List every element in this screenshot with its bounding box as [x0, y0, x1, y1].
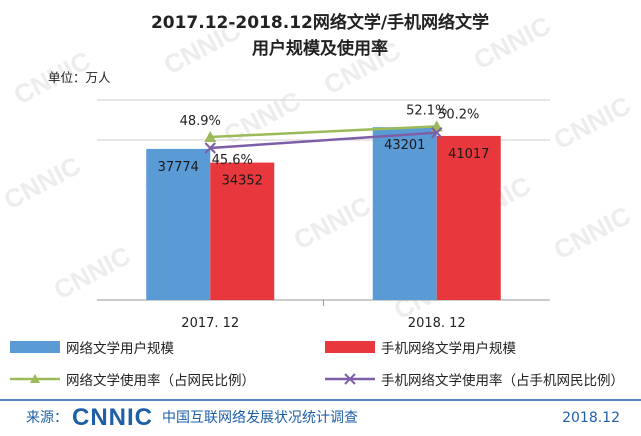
legend-item-rate-1: 网络文学使用率（占网民比例） — [10, 372, 255, 389]
watermark-text: CNNIC — [219, 85, 306, 150]
rate-line-2 — [210, 131, 437, 150]
bar-value-label: 37774 — [158, 160, 199, 175]
rate-point-x-icon — [204, 142, 216, 154]
bar-series-2 — [210, 162, 275, 300]
watermark-text: CNNIC — [0, 150, 86, 215]
bar-series-2 — [436, 135, 501, 300]
legend-swatch-series-1 — [10, 341, 60, 353]
bar-series-1 — [372, 127, 437, 300]
legend-label-rate-1: 网络文学使用率（占网民比例） — [66, 372, 255, 389]
legend: 网络文学用户规模 手机网络文学用户规模 网络文学使用率（占网民比例） 手机网络文… — [10, 340, 624, 389]
plot-area: 2017. 12 2018. 12 37774 43201 34352 41017 48.9… — [97, 99, 550, 331]
x-tick-label: 2018. 12 — [408, 316, 466, 331]
bar-series-1 — [146, 148, 211, 300]
watermark-text: CNNIC — [549, 90, 636, 155]
rate-value-label: 45.6% — [212, 153, 253, 168]
bar-value-label: 43201 — [384, 138, 425, 153]
chart-title-line-2: 用户规模及使用率 — [252, 38, 388, 59]
rate-value-label: 52.1% — [406, 103, 447, 118]
legend-item-rate-2: 手机网络文学使用率（占手机网民比例） — [325, 372, 624, 389]
legend-label-series-1: 网络文学用户规模 — [66, 340, 174, 357]
source-label: 来源： — [26, 410, 68, 426]
footer: 来源： CNNIC 中国互联网络发展状况统计调查 2018.12 — [26, 404, 620, 431]
org-name: 中国互联网络发展状况统计调查 — [162, 410, 358, 426]
watermark-text: CNNIC — [549, 200, 636, 265]
legend-swatch-series-2 — [325, 341, 375, 353]
watermark-text: CNNIC — [289, 190, 376, 255]
bar-value-label: 34352 — [222, 174, 263, 189]
chart-title-line-1: 2017.12-2018.12网络文学/手机网络文学 — [151, 12, 489, 33]
unit-label: 单位：万人 — [48, 70, 111, 85]
legend-x-marker-icon — [344, 373, 356, 385]
legend-triangle-marker-icon — [30, 374, 40, 383]
legend-item-series-2: 手机网络文学用户规模 — [325, 340, 516, 357]
watermark-text: CNNIC — [49, 240, 136, 305]
rate-line-1 — [210, 125, 437, 139]
footer-date: 2018.12 — [562, 410, 620, 426]
rate-point-x-icon — [431, 126, 443, 139]
rate-value-label: 48.9% — [180, 114, 221, 129]
bar-value-label: 41017 — [448, 147, 489, 162]
rate-value-label: 50.2% — [438, 108, 479, 123]
rate-point-triangle-icon — [204, 131, 217, 142]
legend-label-rate-2: 手机网络文学使用率（占手机网民比例） — [381, 372, 624, 389]
legend-label-series-2: 手机网络文学用户规模 — [381, 340, 516, 357]
cnnic-logo: CNNIC — [72, 404, 153, 431]
legend-item-series-1: 网络文学用户规模 — [10, 340, 174, 357]
x-tick-label: 2017. 12 — [181, 316, 239, 331]
